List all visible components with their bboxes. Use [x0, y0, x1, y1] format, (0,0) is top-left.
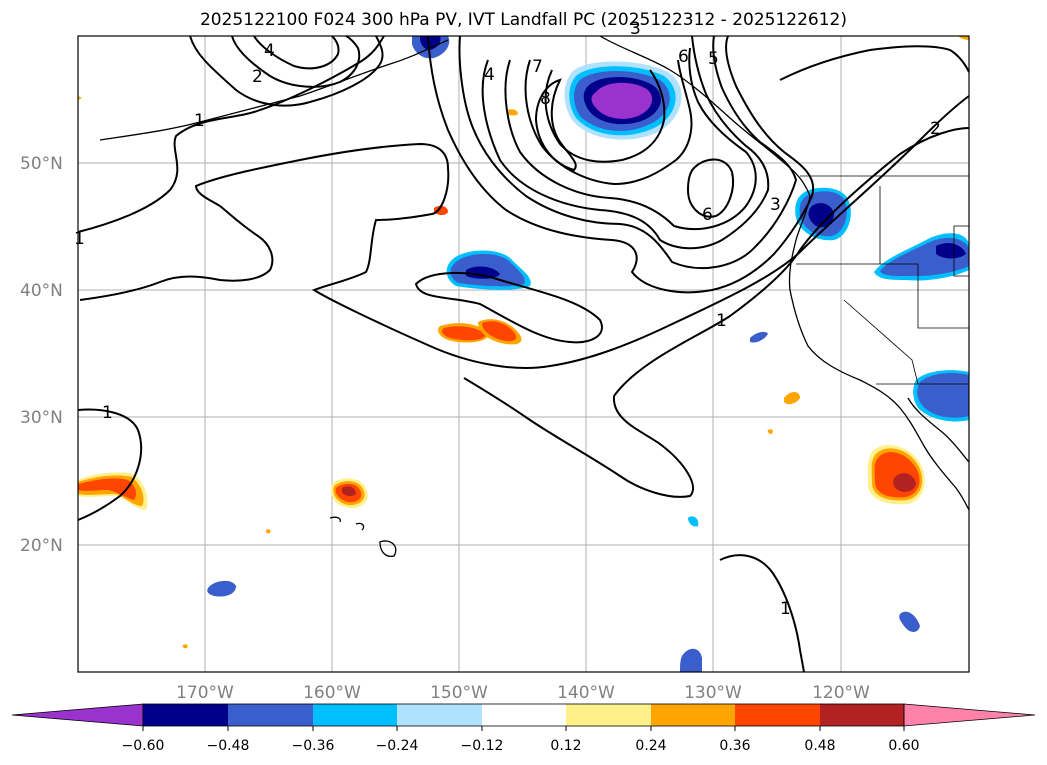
colorbar-tick-label: −0.24 — [376, 738, 419, 754]
colorbar-tick-label: −0.60 — [122, 738, 165, 754]
lon-label-140w: 140°W — [557, 683, 615, 703]
contour-6-ridge — [524, 59, 693, 186]
map-title: 2025122100 F024 300 hPa PV, IVT Landfall… — [199, 10, 847, 30]
positive-anomaly-west-edge — [78, 472, 148, 510]
contour-label: 1 — [102, 403, 113, 423]
contour-label: 1 — [716, 311, 727, 331]
contour-label: 6 — [702, 205, 713, 225]
negative-anomaly-gulf-of-alaska — [564, 61, 682, 140]
colorbar-tick-label: −0.36 — [292, 738, 335, 754]
colorbar-segment — [735, 704, 820, 726]
positive-anomaly-baja — [867, 445, 925, 505]
contour-8-ridge — [534, 78, 577, 172]
contour-1-main — [79, 95, 970, 369]
positive-anomaly-small-blobs — [78, 36, 969, 649]
pv-contours — [77, 35, 970, 673]
colorbar-tick-label: 0.12 — [550, 738, 581, 754]
contour-label: 6 — [678, 47, 689, 67]
negative-anomaly-north — [412, 36, 450, 59]
colorbar-extend-low — [11, 703, 144, 727]
map-frame — [77, 35, 970, 673]
positive-anomaly-mid-pacific — [438, 319, 522, 345]
lon-label-170w: 170°W — [176, 683, 234, 703]
negative-anomaly-mid-pacific — [446, 250, 531, 290]
lon-label-160w: 160°W — [303, 683, 361, 703]
colorbar-tick-label: 0.60 — [888, 738, 919, 754]
contour-label: 2 — [930, 119, 941, 139]
map-plot-area — [78, 36, 969, 672]
colorbar-segment — [228, 704, 313, 726]
lon-label-130w: 130°W — [684, 683, 742, 703]
contour-label: 4 — [484, 65, 495, 85]
contour-2-east — [613, 127, 970, 397]
us-west-coast — [788, 195, 970, 511]
contour-label: 2 — [252, 67, 263, 87]
hawaii-island-2 — [355, 522, 365, 531]
colorbar-tick-label: 0.48 — [804, 738, 835, 754]
contour-label: 5 — [708, 49, 719, 69]
hawaii-island-1 — [329, 516, 342, 523]
colorbar-tick-label: 0.24 — [635, 738, 666, 754]
contour-label: 1 — [194, 111, 205, 131]
contour-1-north — [77, 35, 385, 233]
contour-1-loop-south — [463, 377, 695, 498]
positive-anomaly-small-2 — [508, 109, 518, 116]
contour-label: 7 — [532, 57, 543, 77]
colorbar-segment — [651, 704, 735, 726]
contour-1-east — [779, 45, 970, 81]
colorbar-segment — [143, 704, 228, 726]
lat-label-30n: 30°N — [20, 408, 63, 428]
colorbar-extend-high — [903, 703, 1036, 727]
contour-label: 4 — [264, 41, 275, 61]
positive-anomaly-hawaii — [330, 478, 368, 509]
lat-label-40n: 40°N — [20, 281, 63, 301]
contour-3-north — [231, 35, 361, 88]
contour-5-ridge — [504, 47, 757, 230]
contour-label: 3 — [770, 195, 781, 215]
colorbar-segment — [482, 704, 566, 726]
contour-2-ridge — [427, 35, 815, 294]
state-border-3 — [843, 299, 919, 385]
negative-anomaly-small-blobs — [207, 331, 920, 672]
colorbar-tick-label: −0.12 — [461, 738, 504, 754]
positive-anomaly-small-1 — [434, 205, 448, 215]
colorbar-segment — [313, 704, 397, 726]
colorbar-outline — [142, 703, 905, 727]
colorbar-segment — [397, 704, 482, 726]
lat-label-20n: 20°N — [20, 536, 63, 556]
contour-labels: 1 2 3 4 5 6 7 8 1 2 3 4 6 1 1 1 — [74, 19, 941, 619]
colorbar-segment — [566, 704, 651, 726]
negative-anomaly-interior-west — [874, 233, 969, 281]
contour-1-mid-loop — [414, 272, 603, 344]
contour-label: 8 — [540, 89, 551, 109]
contour-1-south — [719, 554, 805, 673]
alaska-bc-coast — [599, 35, 811, 197]
baja-coast — [907, 397, 970, 463]
contour-label: 3 — [630, 19, 641, 39]
lat-labels: 50°N 40°N 30°N 20°N — [20, 154, 63, 556]
colorbar-tick-label: −0.48 — [207, 738, 250, 754]
contour-3-ridge — [458, 35, 798, 269]
lon-labels: 170°W 160°W 150°W 140°W 130°W 120°W — [176, 683, 870, 703]
colorbar-segment — [820, 704, 904, 726]
state-border-2 — [880, 263, 969, 329]
contour-4-ridge — [481, 35, 770, 250]
contour-7-ridge — [544, 69, 666, 163]
colorbar-tick-label: 0.36 — [719, 738, 750, 754]
contour-2-north — [189, 35, 384, 107]
contour-label: 1 — [74, 229, 85, 249]
hawaii-big-island — [379, 540, 397, 558]
contour-label: 1 — [780, 599, 791, 619]
contour-4-north — [253, 35, 340, 70]
contour-6-closed — [686, 158, 734, 218]
lat-label-50n: 50°N — [20, 154, 63, 174]
contour-1-sw — [77, 408, 143, 521]
graticule — [78, 36, 969, 672]
colorbar: −0.60 −0.48 −0.36 −0.24 −0.12 0.12 0.24 … — [11, 703, 1036, 754]
lon-label-150w: 150°W — [430, 683, 488, 703]
lon-label-120w: 120°W — [812, 683, 870, 703]
